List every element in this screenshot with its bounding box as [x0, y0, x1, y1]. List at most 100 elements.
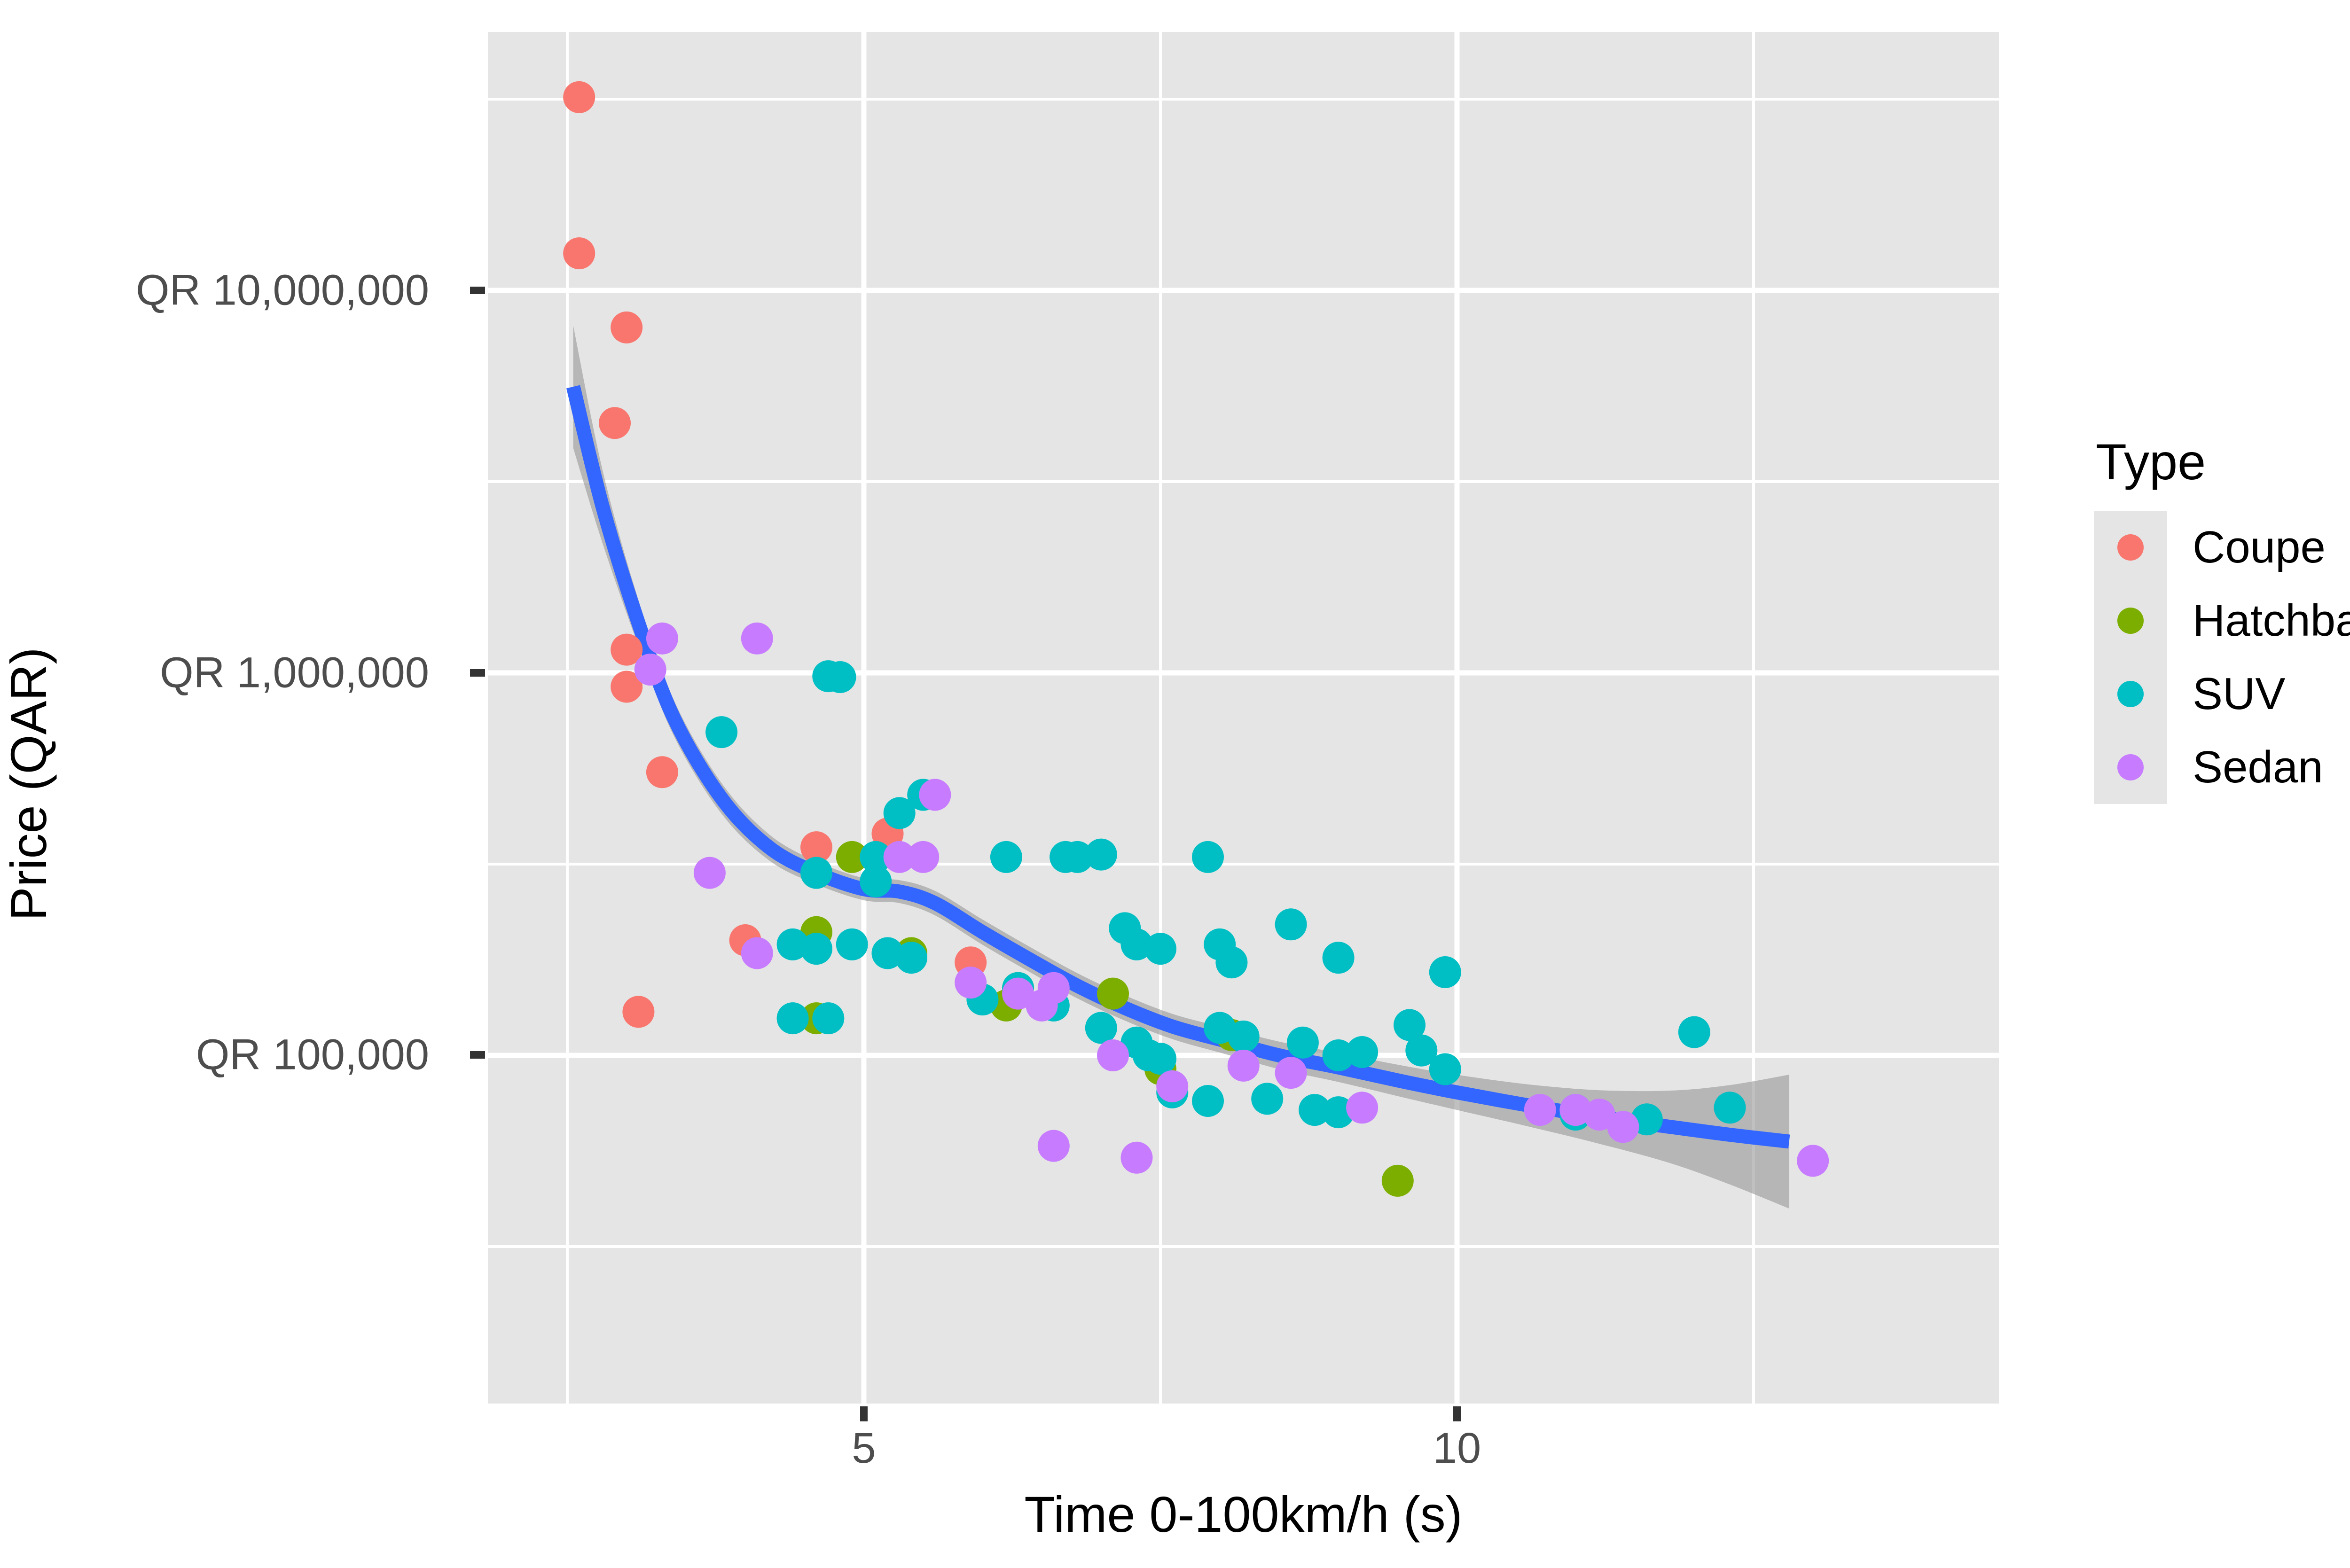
scatter-point — [1085, 1012, 1117, 1044]
legend-items: Coupe Hatchback SUV Sedan — [2094, 511, 2350, 804]
scatter-point — [895, 942, 927, 974]
scatter-point — [800, 831, 832, 864]
scatter-point — [1097, 977, 1129, 1010]
legend-item-label: Hatchback — [2193, 595, 2350, 646]
scatter-point — [860, 865, 892, 897]
legend-key-swatch — [2094, 731, 2167, 804]
x-tick-label-10: 10 — [1433, 1424, 1481, 1472]
legend-key-swatch — [2094, 657, 2167, 731]
legend-dot-icon — [2117, 754, 2144, 780]
scatter-point — [1346, 1036, 1379, 1068]
y-tick-mark-1m — [470, 669, 485, 677]
legend-dot-icon — [2117, 608, 2144, 634]
scatter-point — [1299, 1094, 1331, 1126]
scatter-point — [1678, 1016, 1710, 1048]
scatter-point — [1227, 1020, 1260, 1053]
scatter-point — [1405, 1034, 1438, 1067]
scatter-point — [1192, 1085, 1224, 1117]
scatter-point — [776, 1002, 809, 1035]
scatter-point — [800, 857, 832, 889]
legend-item-label: Coupe — [2193, 522, 2326, 572]
scatter-point — [1275, 908, 1307, 941]
gridlines-major — [488, 32, 1999, 1404]
legend-key-swatch — [2094, 584, 2167, 657]
scatter-point — [824, 661, 856, 693]
scatter-point — [611, 633, 643, 666]
scatter-point — [1227, 1049, 1260, 1082]
scatter-point — [741, 622, 773, 655]
scatter-point — [622, 996, 655, 1028]
scatter-point — [646, 756, 678, 788]
scatter-point — [1144, 1043, 1176, 1075]
legend-dot-icon — [2117, 534, 2144, 561]
scatter-point — [1061, 841, 1094, 873]
scatter-point — [1085, 838, 1117, 871]
scatter-point — [883, 797, 916, 829]
scatter-point — [1037, 1130, 1070, 1162]
scatter-point — [1429, 1053, 1461, 1085]
scatter-point — [1192, 841, 1224, 873]
legend-item-suv[interactable]: SUV — [2094, 657, 2350, 731]
y-tick-mark-100k — [470, 1051, 485, 1059]
scatter-point — [1429, 956, 1461, 988]
scatter-point — [1583, 1099, 1615, 1131]
scatter-point — [1120, 928, 1153, 960]
scatter-point — [955, 967, 987, 999]
y-tick-label-1m: QR 1,000,000 — [160, 648, 429, 697]
scatter-point — [611, 671, 643, 703]
y-axis-tick-labels: QR 10,000,000 QR 1,000,000 QR 100,000 — [0, 0, 458, 1568]
scatter-point — [1381, 1164, 1414, 1197]
scatter-point — [1714, 1092, 1746, 1124]
scatter-point — [836, 841, 868, 873]
scatter-points — [563, 81, 1829, 1197]
scatter-point — [599, 407, 631, 439]
plot-panel — [488, 32, 1999, 1404]
scatter-point — [611, 311, 643, 343]
scatter-point — [990, 841, 1022, 873]
legend-item-hatchback[interactable]: Hatchback — [2094, 584, 2350, 657]
legend-item-label: Sedan — [2193, 742, 2323, 792]
scatter-point — [1097, 1039, 1129, 1071]
y-tick-mark-10m — [470, 287, 485, 294]
scatter-point — [907, 841, 940, 873]
scatter-point — [1215, 946, 1248, 979]
scatter-point — [1156, 1070, 1189, 1102]
scatter-point — [1002, 977, 1034, 1010]
scatter-point — [1524, 1094, 1556, 1126]
scatter-point — [1797, 1145, 1829, 1177]
scatter-point — [776, 928, 809, 960]
scatter-point — [919, 779, 951, 811]
x-tick-label-5: 5 — [852, 1424, 876, 1472]
scatter-point — [705, 716, 738, 749]
scatter-point — [1346, 1092, 1379, 1124]
scatter-point — [634, 654, 666, 686]
scatter-point — [800, 933, 832, 965]
scatter-point — [693, 857, 726, 889]
scatter-point — [741, 937, 773, 969]
legend-title: Type — [2096, 433, 2206, 490]
scatter-point — [1559, 1094, 1592, 1126]
x-tick-mark-5 — [860, 1406, 868, 1421]
scatter-point — [860, 841, 892, 873]
scatter-point — [563, 81, 595, 113]
scatter-point — [1322, 1096, 1355, 1129]
x-axis-title: Time 0-100km/h (s) — [1024, 1486, 1463, 1543]
scatter-point — [563, 237, 595, 270]
y-tick-label-10m: QR 10,000,000 — [135, 266, 429, 314]
legend-item-coupe[interactable]: Coupe — [2094, 511, 2350, 584]
scatter-point — [646, 622, 678, 655]
scatter-point — [883, 841, 916, 873]
scatter-point — [836, 928, 868, 960]
scatter-point — [1607, 1111, 1639, 1143]
scatter-point — [1322, 1039, 1355, 1071]
legend: Type Coupe Hatchback SUV Sedan — [2094, 432, 2350, 804]
plot-svg — [488, 32, 1999, 1404]
scatter-point — [1251, 1083, 1284, 1115]
smooth-trend-line — [566, 385, 1790, 1149]
scatter-point — [812, 1002, 845, 1035]
x-tick-mark-10 — [1453, 1406, 1461, 1421]
scatter-point — [1037, 972, 1070, 1004]
legend-item-sedan[interactable]: Sedan — [2094, 731, 2350, 804]
legend-key-swatch — [2094, 511, 2167, 584]
